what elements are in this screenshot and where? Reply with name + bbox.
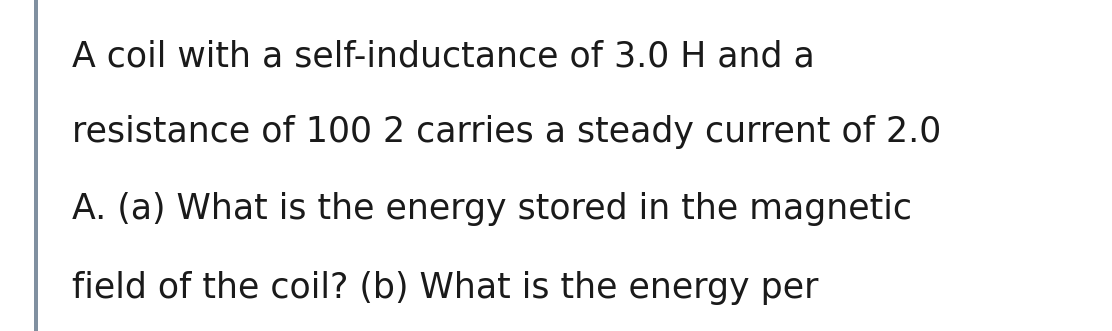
Text: A. (a) What is the energy stored in the magnetic: A. (a) What is the energy stored in the … <box>72 192 912 225</box>
Text: field of the coil? (b) What is the energy per: field of the coil? (b) What is the energ… <box>72 271 818 305</box>
Text: A coil with a self-inductance of 3.0 H and a: A coil with a self-inductance of 3.0 H a… <box>72 39 815 73</box>
Text: resistance of 100 2 carries a steady current of 2.0: resistance of 100 2 carries a steady cur… <box>72 116 942 149</box>
FancyBboxPatch shape <box>34 0 38 331</box>
